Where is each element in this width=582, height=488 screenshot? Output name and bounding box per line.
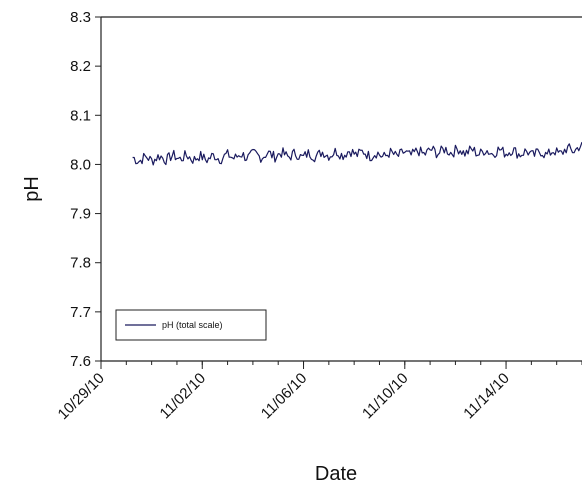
legend: pH (total scale) (115, 309, 267, 341)
x-tick-label: 10/29/10 (55, 370, 108, 423)
axes (100, 16, 582, 362)
series-group (132, 141, 582, 166)
y-tick-label: 8.1 (70, 107, 91, 124)
y-tick-label: 7.8 (70, 255, 91, 272)
x-tick-label: 11/14/10 (460, 370, 513, 423)
y-tick-label: 8.3 (70, 9, 91, 26)
y-tick-label: 7.6 (70, 353, 91, 370)
series-line-ph (132, 141, 582, 166)
y-axis-ticks: 7.6 7.7 7.8 7.9 8.0 8.1 8.2 8.3 (70, 9, 101, 370)
y-tick-label: 7.7 (70, 304, 91, 321)
x-axis-ticks: 10/29/10 11/02/10 11/06/10 11/10/10 11/14/10 (55, 361, 582, 423)
x-tick-label: 11/02/10 (157, 370, 210, 423)
y-tick-label: 8.2 (70, 58, 91, 75)
x-tick-label: 11/10/10 (359, 370, 412, 423)
x-tick-label: 11/06/10 (258, 370, 311, 423)
x-axis-label: Date (315, 463, 357, 485)
legend-label: pH (total scale) (162, 320, 223, 330)
y-tick-label: 8.0 (70, 156, 91, 173)
y-axis-label: pH (21, 176, 43, 202)
y-tick-label: 7.9 (70, 206, 91, 223)
